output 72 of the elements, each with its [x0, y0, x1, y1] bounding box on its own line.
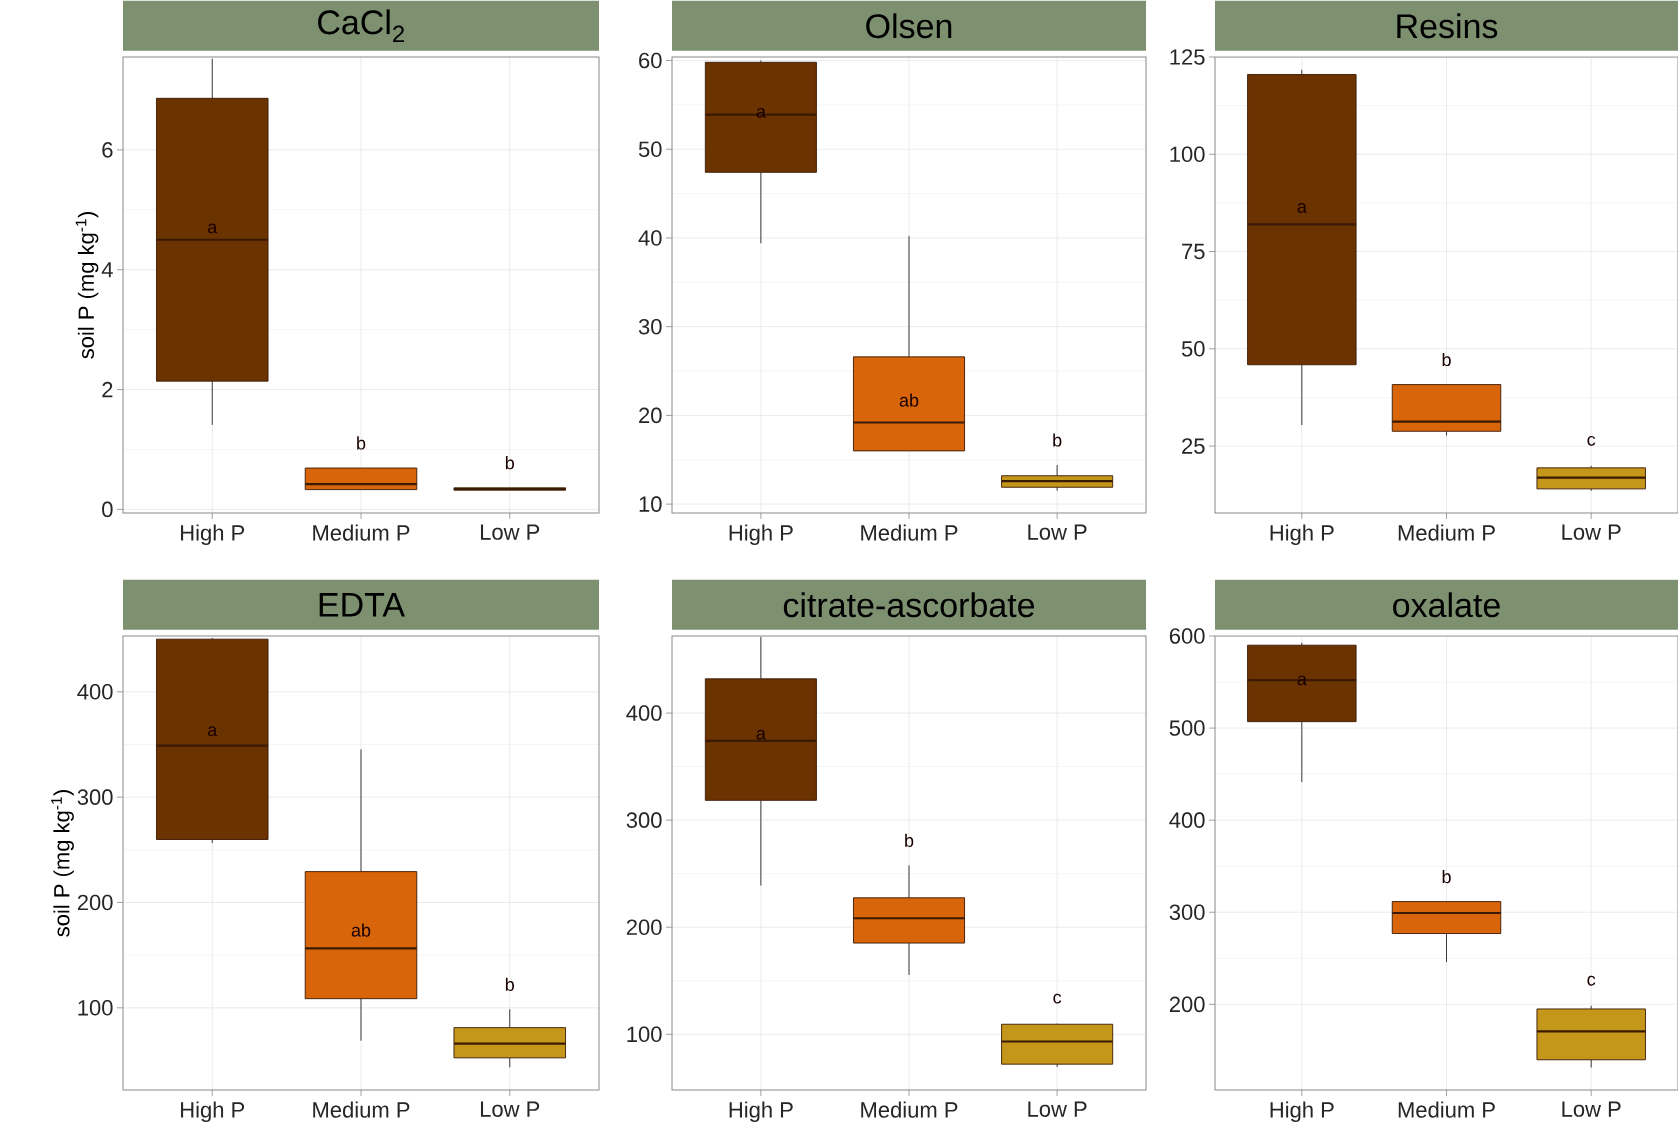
- annotation: c: [1587, 435, 1596, 446]
- x-tick-label: High P: [1270, 1101, 1334, 1123]
- chart-title: EDTA: [319, 593, 406, 617]
- y-tick-label: 20: [639, 407, 662, 424]
- y-tick-label: 300: [626, 812, 662, 828]
- y-tick-label: 100: [1170, 146, 1205, 163]
- annotation: b: [505, 456, 515, 470]
- x-tick-label: Low P: [480, 1101, 540, 1117]
- y-tick-label: 50: [1181, 341, 1205, 357]
- annotation: b: [1442, 352, 1451, 367]
- annotation: c: [1587, 975, 1596, 986]
- chart-title: Resins: [1397, 13, 1498, 39]
- x-tick-label: High P: [1270, 524, 1334, 546]
- annotation: a: [756, 729, 766, 740]
- x-tick-label: High P: [181, 524, 245, 546]
- chart-title: oxalate: [1393, 592, 1500, 618]
- y-tick-label: 25: [1182, 438, 1205, 454]
- y-axis-title: soil P (mg kg$^{-1}$): [51, 790, 74, 937]
- y-tick-label: 600: [1169, 628, 1205, 644]
- annotation: a: [1297, 675, 1307, 686]
- y-tick-label: 2: [102, 381, 113, 398]
- annotation: c: [1053, 993, 1062, 1004]
- y-tick-label: 400: [77, 684, 113, 700]
- x-tick-label: Medium P: [1398, 524, 1495, 541]
- chart-title: Olsen: [866, 13, 952, 39]
- annotation: a: [1297, 203, 1307, 213]
- x-tick-label: Medium P: [313, 524, 410, 541]
- x-tick-label: Medium P: [1398, 1101, 1495, 1118]
- y-tick-label: 100: [78, 1000, 113, 1016]
- annotation: ab: [899, 393, 919, 407]
- y-tick-label: 40: [638, 230, 662, 246]
- y-tick-label: 0: [102, 501, 113, 518]
- x-tick-label: High P: [729, 524, 793, 546]
- chart-title: citrate-ascorbate: [783, 592, 1035, 618]
- y-tick-label: 100: [627, 1026, 662, 1043]
- y-tick-label: 125: [1170, 49, 1205, 65]
- x-tick-label: Low P: [480, 524, 540, 540]
- annotation: b: [505, 977, 514, 991]
- y-tick-label: 10: [639, 496, 662, 512]
- annotation: a: [208, 223, 218, 234]
- y-tick-label: 4: [101, 262, 113, 278]
- annotation: ab: [351, 923, 371, 937]
- annotation: a: [208, 726, 218, 737]
- y-tick-label: 500: [1169, 720, 1205, 736]
- y-tick-label: 60: [639, 52, 662, 69]
- annotation: b: [905, 833, 914, 847]
- y-tick-label: 200: [626, 919, 662, 936]
- x-tick-label: Low P: [1028, 1101, 1087, 1117]
- y-axis-title: soil P (mg kg$^{-1}$): [75, 212, 99, 359]
- annotation: b: [1442, 869, 1451, 884]
- y-tick-label: 6: [102, 142, 113, 158]
- x-tick-label: Low P: [1562, 1101, 1621, 1117]
- y-tick-label: 200: [77, 894, 113, 911]
- y-tick-label: 300: [1169, 904, 1205, 921]
- y-tick-label: 300: [77, 789, 113, 805]
- y-tick-label: 75: [1182, 243, 1205, 260]
- x-tick-label: Medium P: [861, 524, 958, 541]
- x-tick-label: Low P: [1028, 524, 1087, 540]
- x-tick-label: Medium P: [861, 1101, 958, 1118]
- annotation: b: [357, 436, 366, 450]
- y-tick-label: 400: [626, 705, 662, 721]
- x-tick-label: Medium P: [313, 1101, 410, 1118]
- chart-title: CaCl$_{2}$: [318, 9, 404, 43]
- y-tick-label: 400: [1169, 812, 1205, 828]
- y-tick-label: 50: [638, 141, 662, 158]
- y-tick-label: 200: [1169, 996, 1205, 1013]
- x-tick-label: High P: [181, 1101, 245, 1123]
- annotation: a: [756, 107, 766, 118]
- y-tick-label: 30: [638, 318, 662, 335]
- x-tick-label: Low P: [1562, 524, 1621, 540]
- annotation: b: [1053, 433, 1062, 447]
- x-tick-label: High P: [729, 1101, 793, 1123]
